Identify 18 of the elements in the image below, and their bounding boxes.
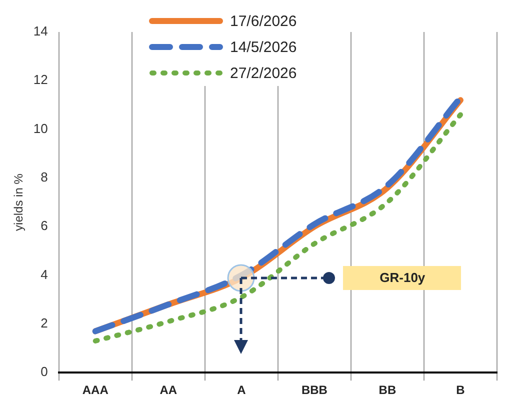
x-tick-label: A [237,383,246,398]
legend-label: 27/2/2026 [230,64,297,82]
y-axis-title: yields in % [12,173,26,231]
x-tick-label: BBB [301,383,328,398]
y-tick-label: 8 [40,170,48,185]
y-tick-label: 4 [40,266,48,282]
x-tick-label: B [456,383,466,398]
x-tick-label: AAA [82,383,109,398]
y-tick-label: 10 [33,120,48,136]
y-tick-label: 0 [40,364,48,380]
y-tick-label: 2 [40,316,48,331]
legend-label: 17/6/2026 [230,12,297,30]
x-tick-label: AA [160,383,178,398]
y-tick-label: 12 [33,72,48,88]
legend-label: 14/5/2026 [230,38,297,56]
y-tick-label: 6 [40,218,48,234]
x-tick-label: BB [378,383,396,398]
y-tick-label: 14 [33,24,48,39]
